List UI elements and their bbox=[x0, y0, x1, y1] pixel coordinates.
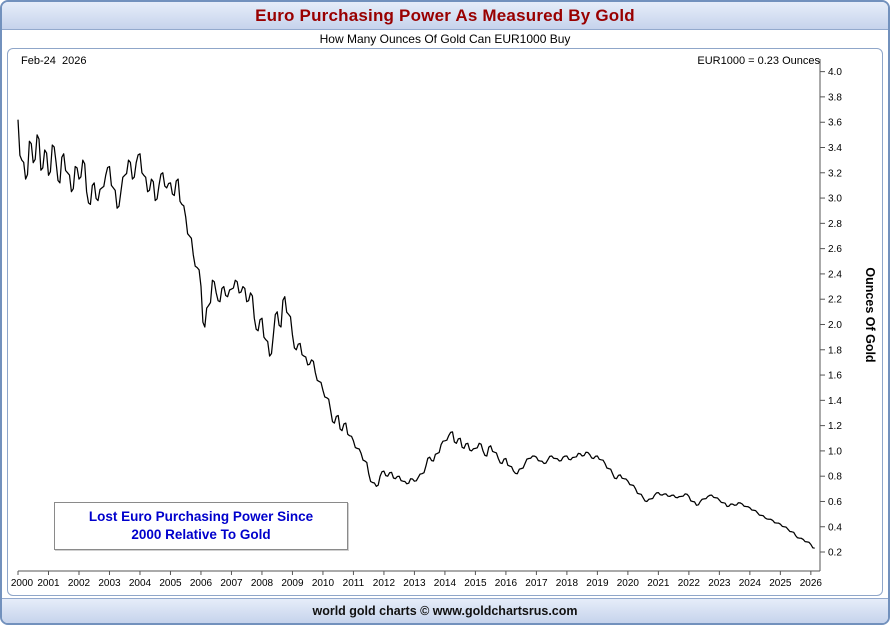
svg-text:2018: 2018 bbox=[556, 578, 579, 589]
svg-text:3.2: 3.2 bbox=[828, 168, 842, 179]
annotation-box: Lost Euro Purchasing Power Since 2000 Re… bbox=[54, 502, 348, 551]
svg-text:2000: 2000 bbox=[11, 578, 34, 589]
svg-text:2009: 2009 bbox=[281, 578, 304, 589]
svg-text:2.0: 2.0 bbox=[828, 320, 842, 331]
svg-text:1.2: 1.2 bbox=[828, 421, 842, 432]
svg-text:2026: 2026 bbox=[800, 578, 823, 589]
svg-text:1.8: 1.8 bbox=[828, 345, 842, 356]
annotation-line1: Lost Euro Purchasing Power Since bbox=[88, 509, 314, 524]
svg-text:0.4: 0.4 bbox=[828, 522, 842, 533]
svg-text:2019: 2019 bbox=[586, 578, 609, 589]
svg-text:2014: 2014 bbox=[434, 578, 457, 589]
svg-text:2008: 2008 bbox=[251, 578, 274, 589]
svg-text:2023: 2023 bbox=[708, 578, 731, 589]
svg-text:2.8: 2.8 bbox=[828, 219, 842, 230]
svg-text:2017: 2017 bbox=[525, 578, 548, 589]
svg-text:2025: 2025 bbox=[769, 578, 792, 589]
svg-text:2.4: 2.4 bbox=[828, 269, 842, 280]
svg-text:2011: 2011 bbox=[343, 578, 365, 589]
svg-text:2013: 2013 bbox=[403, 578, 426, 589]
chart-panel: 0.2 0.4 0.6 0.8 1.0 1.2 1.4 1.6 1.8 2.0 2.2 2.4 2.6 2… bbox=[7, 48, 883, 596]
chart-title: Euro Purchasing Power As Measured By Gol… bbox=[2, 2, 888, 30]
svg-text:0.8: 0.8 bbox=[828, 472, 842, 483]
svg-text:3.6: 3.6 bbox=[828, 118, 842, 129]
annotation-line2: 2000 Relative To Gold bbox=[131, 526, 271, 542]
svg-text:2002: 2002 bbox=[68, 578, 91, 589]
svg-text:1.0: 1.0 bbox=[828, 446, 842, 457]
svg-text:2.6: 2.6 bbox=[828, 244, 842, 255]
svg-text:3.0: 3.0 bbox=[828, 194, 842, 205]
svg-text:2015: 2015 bbox=[464, 578, 487, 589]
svg-text:2020: 2020 bbox=[617, 578, 640, 589]
svg-text:2016: 2016 bbox=[495, 578, 518, 589]
svg-text:2024: 2024 bbox=[739, 578, 762, 589]
svg-text:4.0: 4.0 bbox=[828, 67, 842, 78]
svg-text:2022: 2022 bbox=[678, 578, 701, 589]
svg-text:2001: 2001 bbox=[37, 578, 60, 589]
svg-text:2.2: 2.2 bbox=[828, 295, 842, 306]
svg-text:1.4: 1.4 bbox=[828, 396, 842, 407]
svg-text:2007: 2007 bbox=[220, 578, 243, 589]
y-axis-title: Ounces Of Gold bbox=[863, 267, 877, 362]
latest-value-label: EUR1000 = 0.23 Ounces bbox=[697, 55, 820, 67]
credit-bar: world gold charts © www.goldchartsrus.co… bbox=[2, 598, 888, 623]
svg-text:0.6: 0.6 bbox=[828, 497, 842, 508]
latest-date-label: Feb-24 2026 bbox=[21, 55, 87, 67]
svg-text:3.4: 3.4 bbox=[828, 143, 842, 154]
svg-text:2021: 2021 bbox=[647, 578, 670, 589]
svg-text:2006: 2006 bbox=[190, 578, 213, 589]
gold-purchasing-power-line-chart: 0.2 0.4 0.6 0.8 1.0 1.2 1.4 1.6 1.8 2.0 2.2 2.4 2.6 2… bbox=[11, 59, 877, 589]
chart-subtitle: How Many Ounces Of Gold Can EUR1000 Buy bbox=[2, 30, 888, 47]
svg-text:2003: 2003 bbox=[98, 578, 121, 589]
svg-text:2004: 2004 bbox=[129, 578, 152, 589]
svg-text:0.2: 0.2 bbox=[828, 548, 842, 559]
svg-text:2010: 2010 bbox=[312, 578, 335, 589]
svg-text:2005: 2005 bbox=[159, 578, 182, 589]
svg-text:1.6: 1.6 bbox=[828, 371, 842, 382]
svg-text:2012: 2012 bbox=[373, 578, 396, 589]
svg-text:3.8: 3.8 bbox=[828, 92, 842, 103]
